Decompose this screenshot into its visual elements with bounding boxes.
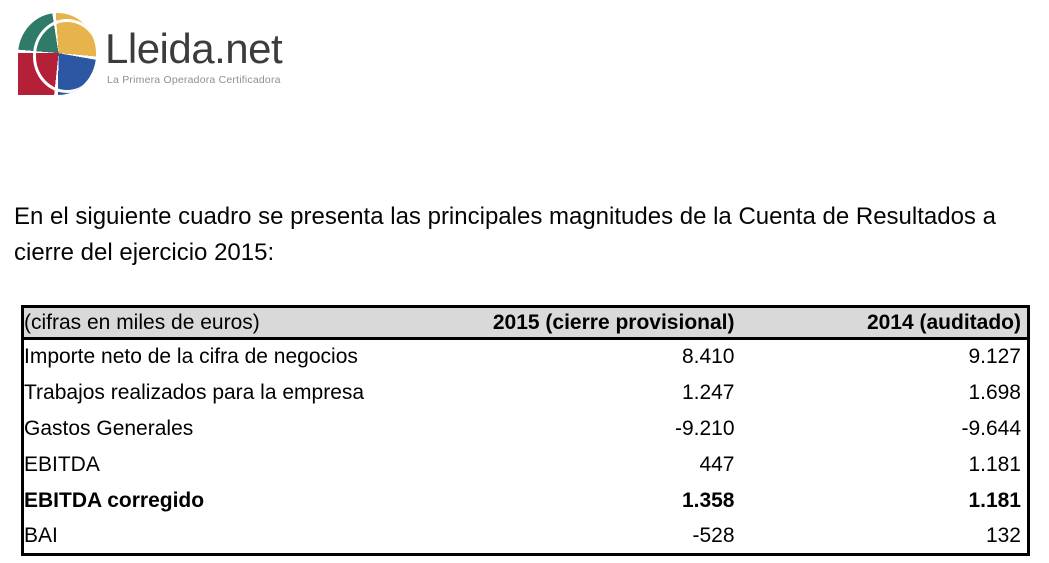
row-label: EBITDA corregido bbox=[24, 488, 205, 512]
value-2015: -528 bbox=[692, 523, 735, 547]
header-units: (cifras en miles de euros) bbox=[22, 306, 423, 340]
value-2014: 132 bbox=[985, 523, 1021, 547]
value-2015: 1.358 bbox=[681, 488, 735, 512]
globe-meridian-ring bbox=[32, 18, 96, 93]
value-2014: -9.644 bbox=[961, 416, 1021, 440]
row-label: EBITDA bbox=[24, 452, 100, 476]
globe-logo-icon bbox=[18, 13, 96, 95]
value-2015: 8.410 bbox=[681, 345, 735, 369]
logo-name: Lleida.net bbox=[105, 25, 283, 72]
intro-paragraph: En el siguiente cuadro se presenta las p… bbox=[14, 203, 996, 266]
financial-results-table: (cifras en miles de euros) 2015 (cierre … bbox=[21, 305, 1030, 556]
table-row: Gastos Generales -9.210 -9.644 bbox=[23, 411, 1029, 447]
value-2015: 1.247 bbox=[681, 380, 735, 404]
logo-text-block: Lleida.net La Primera Operadora Certific… bbox=[105, 13, 283, 87]
table-row: Trabajos realizados para la empresa 1.247… bbox=[23, 375, 1029, 411]
header-2015: 2015 (cierre provisional) bbox=[422, 306, 743, 340]
value-2014: 1.181 bbox=[968, 452, 1021, 476]
value-2015: 447 bbox=[699, 452, 735, 476]
table-row: BAI -528 132 bbox=[23, 519, 1029, 555]
value-2014: 1.698 bbox=[968, 380, 1021, 404]
logo-tagline: La Primera Operadora Certificadora bbox=[107, 74, 281, 86]
row-label: Gastos Generales bbox=[24, 416, 194, 440]
financial-table-wrapper: (cifras en miles de euros) 2015 (cierre … bbox=[21, 305, 1030, 556]
value-2014: 1.181 bbox=[968, 488, 1021, 512]
row-label: Trabajos realizados para la empresa bbox=[24, 380, 365, 404]
table-row: EBITDA corregido 1.358 1.181 bbox=[23, 483, 1029, 519]
row-label: BAI bbox=[24, 523, 58, 547]
table-row: Importe neto de la cifra de negocios 8.41… bbox=[23, 339, 1029, 375]
row-label: Importe neto de la cifra de negocios bbox=[24, 345, 358, 369]
table-header-row: (cifras en miles de euros) 2015 (cierre … bbox=[22, 306, 1029, 340]
value-2014: 9.127 bbox=[968, 345, 1021, 369]
company-logo: Lleida.net La Primera Operadora Certific… bbox=[18, 13, 283, 95]
header-2014: 2014 (auditado) bbox=[742, 306, 1029, 340]
value-2015: -9.210 bbox=[674, 416, 735, 440]
table-row: EBITDA 447 1.181 bbox=[23, 447, 1029, 483]
